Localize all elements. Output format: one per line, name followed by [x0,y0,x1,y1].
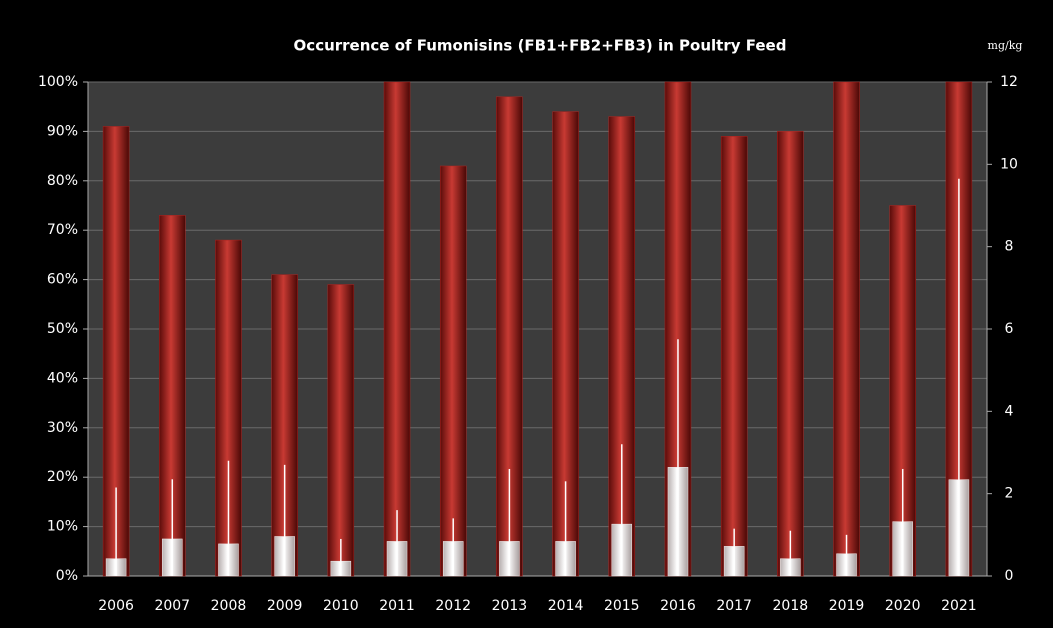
x-tick-label: 2021 [941,598,977,614]
y-tick-label: 40% [47,370,78,386]
x-tick-label: 2018 [773,598,809,614]
x-tick-label: 2015 [604,598,640,614]
y2-tick-label: 8 [1005,239,1014,255]
y-tick-label: 60% [47,272,78,288]
bar [777,131,804,577]
y-tick-label: 90% [47,123,78,139]
y2-tick-label: 12 [1000,74,1018,90]
y2-axis-label: mg/kg [988,39,1023,52]
x-tick-label: 2016 [660,598,696,614]
x-tick-label: 2008 [211,598,247,614]
y2-tick-label: 0 [1005,568,1014,584]
y-tick-label: 100% [38,74,78,90]
chart-title: Occurrence of Fumonisins (FB1+FB2+FB3) i… [294,37,787,55]
y-tick-label: 30% [47,420,78,436]
x-tick-label: 2009 [267,598,303,614]
y-tick-label: 0% [56,568,78,584]
x-tick-label: 2014 [548,598,584,614]
y2-tick-label: 2 [1005,486,1014,502]
x-tick-label: 2017 [716,598,752,614]
y-tick-label: 80% [47,173,78,189]
y-tick-label: 50% [47,321,78,337]
bar [833,81,860,577]
bar [439,165,467,577]
x-tick-label: 2020 [885,598,921,614]
x-tick-label: 2011 [379,598,415,614]
y2-tick-label: 4 [1005,403,1014,419]
y-tick-label: 70% [47,222,78,238]
bar [720,136,748,577]
y2-tick-label: 10 [1000,156,1018,172]
x-tick-label: 2006 [98,598,134,614]
x-tick-label: 2010 [323,598,359,614]
y-tick-label: 10% [47,519,78,535]
x-tick-label: 2012 [435,598,471,614]
bar [327,284,355,577]
bar [383,81,411,577]
y-tick-label: 20% [47,469,78,485]
x-tick-label: 2019 [829,598,865,614]
x-tick-label: 2013 [492,598,528,614]
x-tick-label: 2007 [154,598,190,614]
y2-tick-label: 6 [1005,321,1014,337]
